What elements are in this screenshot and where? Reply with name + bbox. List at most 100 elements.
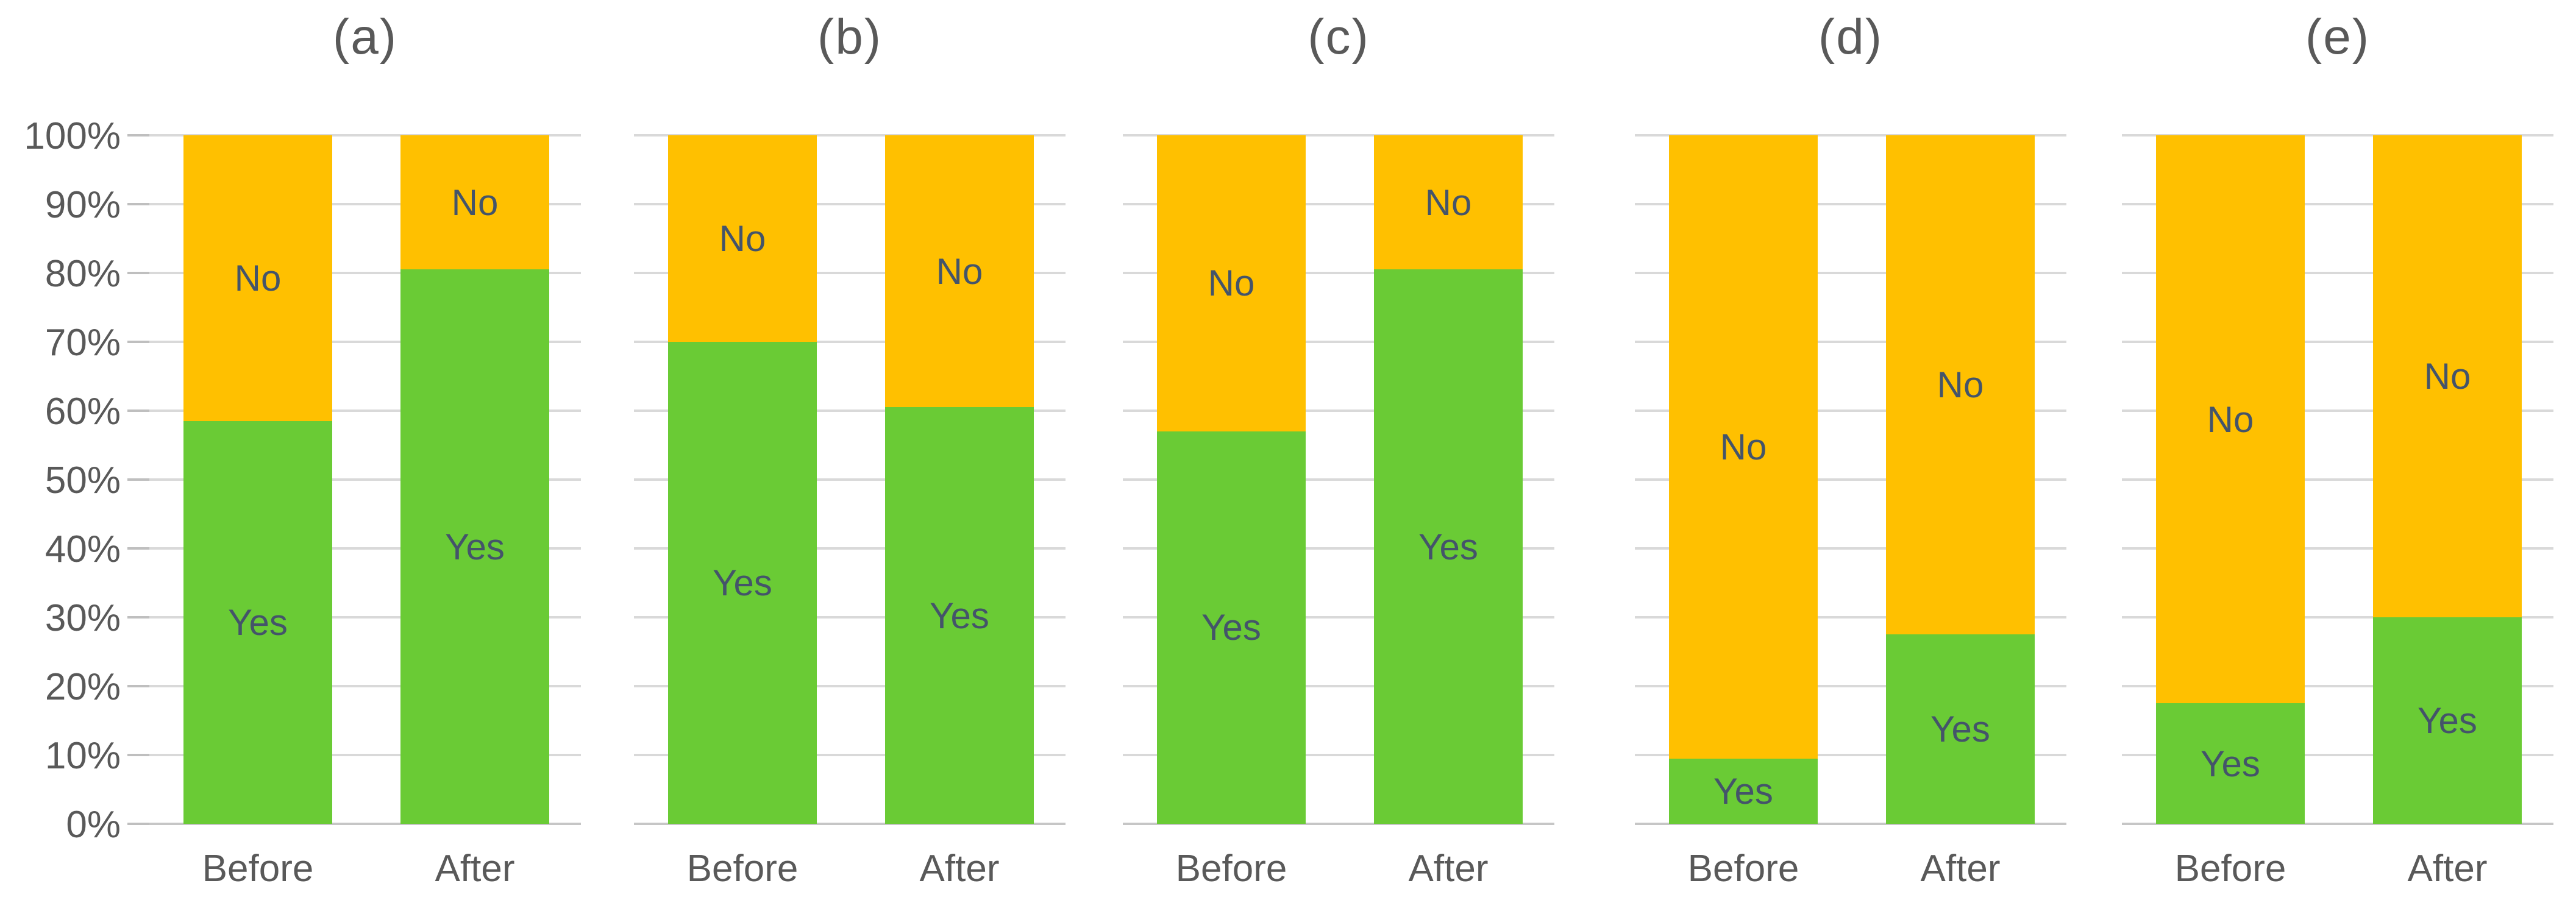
y-axis-tick <box>127 547 149 550</box>
segment-yes: Yes <box>885 407 1034 824</box>
gridline <box>149 134 581 136</box>
gridline <box>1635 341 2066 343</box>
gridline <box>634 203 1066 205</box>
y-axis-tick <box>127 203 149 205</box>
segment-label-yes: Yes <box>1713 770 1773 812</box>
segment-no: No <box>1669 135 1818 759</box>
segment-no: No <box>183 135 332 421</box>
gridline <box>2122 685 2553 687</box>
plot-area: No Yes No Yes <box>1123 134 1554 825</box>
stacked-bar-before: No Yes <box>2156 135 2305 824</box>
y-axis-tick <box>127 134 149 136</box>
plot-area: No Yes No Yes <box>1635 134 2066 825</box>
gridline <box>1635 203 2066 205</box>
gridline <box>1123 547 1554 550</box>
gridline <box>2122 547 2553 550</box>
segment-label-no: No <box>936 250 983 292</box>
y-axis-tick-label: 60% <box>44 391 121 433</box>
gridline <box>634 616 1066 619</box>
gridline <box>1123 685 1554 687</box>
stacked-bar-before: No Yes <box>1157 135 1306 824</box>
segment-label-yes: Yes <box>1930 709 1990 750</box>
gridline <box>1123 616 1554 619</box>
stacked-bar-before: No Yes <box>1669 135 1818 824</box>
gridline <box>149 823 581 825</box>
y-axis-tick <box>127 685 149 687</box>
segment-no: No <box>885 135 1034 408</box>
gridline <box>1635 478 2066 481</box>
gridline <box>1123 754 1554 756</box>
x-axis-category-label: Before <box>686 848 799 890</box>
segment-yes: Yes <box>1157 431 1306 824</box>
segment-no: No <box>668 135 817 342</box>
gridline <box>149 478 581 481</box>
segment-label-yes: Yes <box>930 595 989 636</box>
gridline <box>1635 272 2066 274</box>
segment-label-no: No <box>451 182 499 223</box>
x-axis-category-label: After <box>919 848 1000 890</box>
segment-label-yes: Yes <box>2201 743 2260 784</box>
segment-label-no: No <box>2207 399 2254 440</box>
gridline <box>1123 134 1554 136</box>
segment-label-no: No <box>1720 426 1767 467</box>
stacked-bar-after: No Yes <box>2373 135 2522 824</box>
gridline <box>634 685 1066 687</box>
gridline <box>149 754 581 756</box>
stacked-bar-after: No Yes <box>885 135 1034 824</box>
gridline <box>634 409 1066 412</box>
x-axis-category-label: Before <box>202 848 314 890</box>
gridline <box>149 685 581 687</box>
stacked-bar-before: No Yes <box>183 135 332 824</box>
gridline <box>1635 754 2066 756</box>
gridline <box>1635 409 2066 412</box>
segment-yes: Yes <box>1374 269 1523 824</box>
x-axis-category-label: After <box>435 848 515 890</box>
stacked-bar-before: No Yes <box>668 135 817 824</box>
y-axis-tick-label: 20% <box>44 666 121 708</box>
x-axis-category-label: Before <box>2174 848 2286 890</box>
gridline <box>2122 272 2553 274</box>
gridline <box>1123 478 1554 481</box>
gridline <box>634 134 1066 136</box>
gridline <box>634 823 1066 825</box>
segment-no: No <box>1374 135 1523 270</box>
segment-no: No <box>1886 135 2035 635</box>
x-axis-category-label: Before <box>1175 848 1287 890</box>
segment-yes: Yes <box>1669 758 1818 824</box>
gridline <box>2122 409 2553 412</box>
gridline <box>1123 272 1554 274</box>
segment-no: No <box>1157 135 1306 431</box>
segment-label-yes: Yes <box>445 526 505 567</box>
gridline <box>634 341 1066 343</box>
panel-title: (c) <box>1308 9 1370 65</box>
y-axis-tick-label: 0% <box>66 804 121 846</box>
y-axis-tick-label: 100% <box>24 115 121 157</box>
stacked-bar-after: No Yes <box>1886 135 2035 824</box>
gridline <box>1635 134 2066 136</box>
segment-yes: Yes <box>668 342 817 824</box>
panel-title: (d) <box>1818 9 1884 65</box>
y-axis-tick-label: 70% <box>44 322 121 364</box>
gridline <box>149 616 581 619</box>
stacked-bar-after: No Yes <box>1374 135 1523 824</box>
segment-label-yes: Yes <box>2418 700 2477 741</box>
y-axis-tick-label: 50% <box>44 459 121 502</box>
segment-yes: Yes <box>1886 634 2035 824</box>
plot-area: No Yes No Yes <box>634 134 1066 825</box>
segment-yes: Yes <box>2156 703 2305 824</box>
gridline <box>1635 616 2066 619</box>
y-axis-tick <box>127 616 149 619</box>
y-axis-tick-label: 80% <box>44 253 121 295</box>
y-axis-tick-label: 30% <box>44 597 121 639</box>
gridline <box>1123 341 1554 343</box>
gridline <box>1123 203 1554 205</box>
gridline <box>149 409 581 412</box>
stacked-bar-after: No Yes <box>400 135 549 824</box>
segment-no: No <box>400 135 549 270</box>
gridline <box>2122 478 2553 481</box>
y-axis-tick-label: 90% <box>44 184 121 226</box>
gridline <box>634 272 1066 274</box>
y-axis-tick <box>127 341 149 343</box>
segment-label-no: No <box>1937 364 1984 406</box>
panel-title: (b) <box>817 9 883 65</box>
